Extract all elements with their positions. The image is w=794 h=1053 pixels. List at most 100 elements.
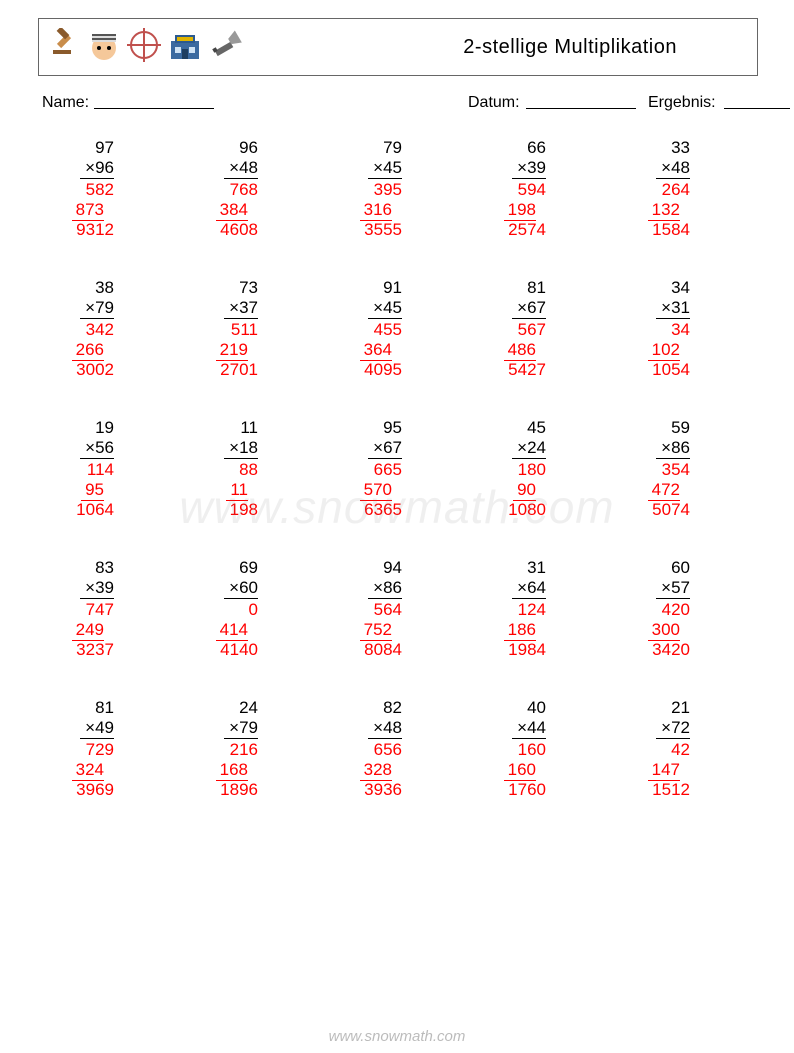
partial-1: 594 <box>486 178 546 200</box>
partial-2: 160 <box>486 760 546 780</box>
result: 3237 <box>54 640 114 660</box>
partial-1: 342 <box>54 318 114 340</box>
partial-1: 34 <box>630 318 690 340</box>
partial-1: 0 <box>198 598 258 620</box>
multiplier: ×60 <box>198 578 258 598</box>
partial-2: 219 <box>198 340 258 360</box>
partial-2: 90 <box>486 480 546 500</box>
partial-2: 147 <box>630 760 690 780</box>
name-label: Name: <box>42 94 89 112</box>
partial-1: 747 <box>54 598 114 620</box>
problem-cell: 40×441601601760 <box>476 698 620 808</box>
multiplier: ×18 <box>198 438 258 458</box>
result: 1512 <box>630 780 690 800</box>
partial-2: 752 <box>342 620 402 640</box>
datum-label: Datum: <box>468 94 520 112</box>
multiplicand: 95 <box>342 418 402 438</box>
prisoner-icon <box>87 28 121 67</box>
result: 8084 <box>342 640 402 660</box>
header-icons <box>47 27 243 68</box>
multiplicand: 31 <box>486 558 546 578</box>
problem-cell: 81×497293243969 <box>44 698 188 808</box>
problem-cell: 83×397472493237 <box>44 558 188 668</box>
multiplicand: 24 <box>198 698 258 718</box>
partial-2: 168 <box>198 760 258 780</box>
multiplier: ×96 <box>54 158 114 178</box>
multiplier: ×56 <box>54 438 114 458</box>
problem-cell: 24×792161681896 <box>188 698 332 808</box>
partial-1: 395 <box>342 178 402 200</box>
problem-cell: 38×793422663002 <box>44 278 188 388</box>
multiplier: ×44 <box>486 718 546 738</box>
result: 2574 <box>486 220 546 240</box>
multiplicand: 81 <box>486 278 546 298</box>
multiplier: ×48 <box>342 718 402 738</box>
multiplicand: 69 <box>198 558 258 578</box>
multiplicand: 19 <box>54 418 114 438</box>
partial-2: 364 <box>342 340 402 360</box>
result: 3969 <box>54 780 114 800</box>
partial-2: 384 <box>198 200 258 220</box>
partial-1: 354 <box>630 458 690 480</box>
result: 4608 <box>198 220 258 240</box>
flashlight-icon <box>209 28 243 67</box>
multiplier: ×48 <box>198 158 258 178</box>
multiplier: ×57 <box>630 578 690 598</box>
partial-1: 180 <box>486 458 546 480</box>
partial-2: 328 <box>342 760 402 780</box>
result: 3002 <box>54 360 114 380</box>
partial-2: 873 <box>54 200 114 220</box>
result: 4140 <box>198 640 258 660</box>
problem-cell: 82×486563283936 <box>332 698 476 808</box>
problem-cell: 91×454553644095 <box>332 278 476 388</box>
problem-cell: 60×574203003420 <box>620 558 764 668</box>
multiplicand: 96 <box>198 138 258 158</box>
partial-1: 455 <box>342 318 402 340</box>
partial-2: 316 <box>342 200 402 220</box>
header-box: 2-stellige Multiplikation <box>38 18 758 76</box>
multiplicand: 60 <box>630 558 690 578</box>
problem-cell: 81×675674865427 <box>476 278 620 388</box>
partial-2: 198 <box>486 200 546 220</box>
multiplicand: 97 <box>54 138 114 158</box>
gavel-icon <box>47 28 81 67</box>
result: 198 <box>198 500 258 520</box>
crosshair-icon <box>127 28 161 67</box>
problem-cell: 69×6004144140 <box>188 558 332 668</box>
multiplier: ×79 <box>198 718 258 738</box>
multiplier: ×49 <box>54 718 114 738</box>
multiplicand: 94 <box>342 558 402 578</box>
result: 1054 <box>630 360 690 380</box>
problem-cell: 33×482641321584 <box>620 138 764 248</box>
ergebnis-label: Ergebnis: <box>648 94 716 112</box>
result: 1584 <box>630 220 690 240</box>
problem-cell: 73×375112192701 <box>188 278 332 388</box>
result: 2701 <box>198 360 258 380</box>
partial-1: 567 <box>486 318 546 340</box>
result: 1984 <box>486 640 546 660</box>
partial-2: 249 <box>54 620 114 640</box>
partial-1: 729 <box>54 738 114 760</box>
multiplier: ×72 <box>630 718 690 738</box>
partial-2: 11 <box>198 480 258 500</box>
partial-2: 324 <box>54 760 114 780</box>
partial-1: 160 <box>486 738 546 760</box>
partial-1: 582 <box>54 178 114 200</box>
partial-1: 114 <box>54 458 114 480</box>
problem-cell: 19×56114951064 <box>44 418 188 528</box>
partial-2: 95 <box>54 480 114 500</box>
partial-1: 88 <box>198 458 258 480</box>
result: 6365 <box>342 500 402 520</box>
partial-1: 264 <box>630 178 690 200</box>
problem-cell: 97×965828739312 <box>44 138 188 248</box>
problem-cell: 66×395941982574 <box>476 138 620 248</box>
multiplicand: 81 <box>54 698 114 718</box>
problem-cell: 31×641241861984 <box>476 558 620 668</box>
result: 4095 <box>342 360 402 380</box>
partial-1: 656 <box>342 738 402 760</box>
problem-cell: 34×31341021054 <box>620 278 764 388</box>
multiplicand: 66 <box>486 138 546 158</box>
police-station-icon <box>167 27 203 68</box>
multiplicand: 59 <box>630 418 690 438</box>
problem-cell: 11×188811198 <box>188 418 332 528</box>
